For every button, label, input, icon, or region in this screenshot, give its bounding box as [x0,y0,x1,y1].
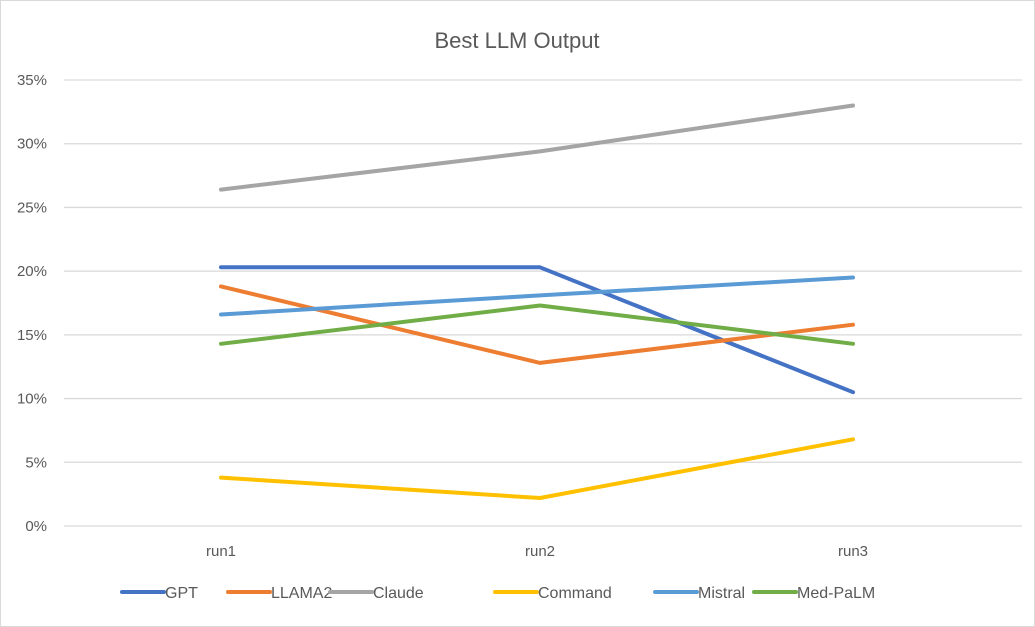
series-lines [219,103,855,500]
legend-label: Med-PaLM [797,585,875,602]
legend-item: Mistral [653,585,745,602]
y-tick-label: 35% [17,72,47,89]
legend-label: Claude [373,585,424,602]
gridlines [64,79,1022,527]
x-tick-label: run1 [206,543,236,560]
legend-label: GPT [165,585,198,602]
y-tick-label: 20% [17,263,47,280]
y-tick-label: 15% [17,327,47,344]
chart-title: Best LLM Output [434,28,599,53]
y-tick-label: 25% [17,199,47,216]
legend-label: LLAMA2 [271,585,332,602]
series-line-gpt [219,265,855,395]
series-line-llama2 [219,284,855,365]
series-line-command [219,437,855,500]
legend-item: LLAMA2 [226,585,332,602]
x-tick-label: run3 [838,543,868,560]
legend-label: Mistral [698,585,745,602]
x-tick-label: run2 [525,543,555,560]
legend-item: Command [493,585,612,602]
y-tick-label: 30% [17,136,47,153]
legend-label: Command [538,585,612,602]
legend-item: Med-PaLM [752,585,875,602]
y-axis-ticks: 0% 5% 10% 15% 20% 25% 30% 35% [17,72,47,535]
y-tick-label: 0% [25,518,47,535]
x-axis-ticks: run1 run2 run3 [206,543,868,560]
series-line-mistral [219,275,855,317]
series-line-claude [219,103,855,192]
series-line-med-palm [219,303,855,346]
y-tick-label: 5% [25,454,47,471]
y-tick-label: 10% [17,391,47,408]
legend-item: Claude [328,585,424,602]
legend: GPT LLAMA2 Claude Command Mistral Med-PaLM [120,585,875,602]
legend-item: GPT [120,585,198,602]
